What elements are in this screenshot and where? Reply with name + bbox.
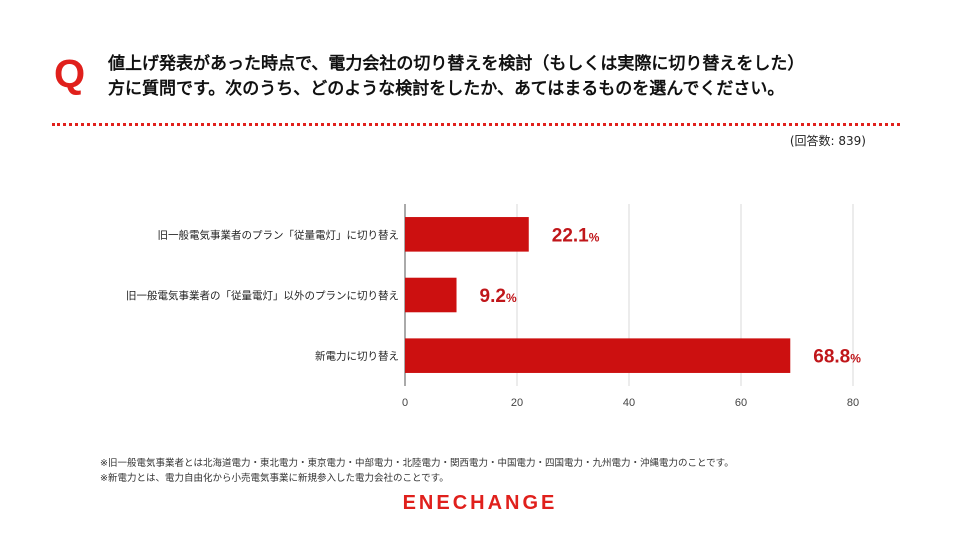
footnote-2: ※新電力とは、電力自由化から小売電気事業に新規参入した電力会社のことです。 bbox=[100, 473, 449, 484]
data-label-unit: % bbox=[850, 352, 861, 366]
question-mark-icon: Q bbox=[54, 52, 86, 96]
bar bbox=[405, 338, 791, 373]
x-tick-label: 80 bbox=[847, 397, 859, 409]
data-label: 68.8% bbox=[813, 347, 861, 368]
respondent-count: (回答数: 839) bbox=[789, 134, 866, 148]
dotted-divider bbox=[52, 123, 900, 126]
category-label: 新電力に切り替え bbox=[315, 350, 399, 363]
footnotes: ※旧一般電気事業者とは北海道電力・東北電力・東京電力・中部電力・北陸電力・関西電… bbox=[100, 456, 734, 486]
bar bbox=[405, 277, 457, 313]
category-label: 旧一般電気事業者のプラン「従量電灯」に切り替え bbox=[158, 228, 400, 241]
data-label: 9.2% bbox=[480, 286, 517, 307]
question-line-2: 方に質問です。次のうち、どのような検討をしたか、あてはまるものを選んでください。 bbox=[108, 79, 785, 99]
footnote-1: ※旧一般電気事業者とは北海道電力・東北電力・東京電力・中部電力・北陸電力・関西電… bbox=[100, 458, 734, 469]
x-tick-label: 20 bbox=[511, 397, 523, 409]
bar bbox=[405, 217, 529, 252]
data-label-unit: % bbox=[506, 291, 517, 305]
question-line-1: 値上げ発表があった時点で、電力会社の切り替えを検討（もしくは実際に切り替えをした… bbox=[108, 54, 805, 74]
data-label-unit: % bbox=[589, 230, 600, 244]
data-label: 22.1% bbox=[552, 225, 600, 246]
category-label: 旧一般電気事業者の「従量電灯」以外のプランに切り替え bbox=[126, 289, 399, 302]
x-tick-label: 60 bbox=[735, 397, 747, 409]
x-tick-label: 0 bbox=[402, 397, 408, 409]
enechange-logo: ENECHANGE bbox=[402, 492, 558, 514]
question-text: 値上げ発表があった時点で、電力会社の切り替えを検討（もしくは実際に切り替えをした… bbox=[108, 52, 928, 102]
x-tick-label: 40 bbox=[623, 397, 635, 409]
